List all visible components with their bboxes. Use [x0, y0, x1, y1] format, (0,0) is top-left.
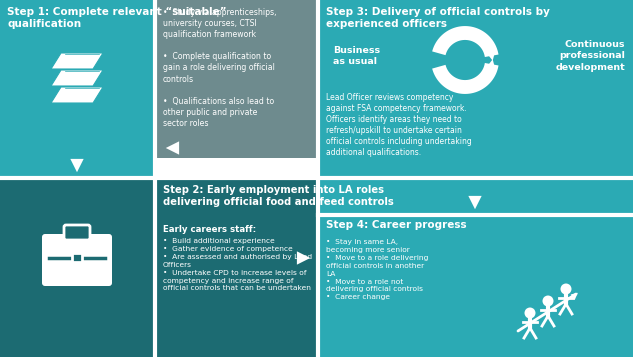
- Text: •  Study via apprenticeships,
university courses, CTSI
qualification framework

: • Study via apprenticeships, university …: [163, 8, 277, 128]
- Bar: [318, 0, 633, 357]
- Circle shape: [525, 307, 536, 318]
- Text: •  Build additional experience
•  Gather evidence of competence
•  Are assessed : • Build additional experience • Gather e…: [163, 238, 312, 291]
- Circle shape: [542, 296, 553, 307]
- Text: •  Stay in same LA,
becoming more senior
•  Move to a role delivering
official c: • Stay in same LA, becoming more senior …: [326, 239, 429, 300]
- Bar: [155, 178, 318, 357]
- FancyBboxPatch shape: [42, 234, 112, 286]
- Bar: [318, 73, 633, 215]
- Text: Step 1: Complete relevant “suitable”
qualification: Step 1: Complete relevant “suitable” qua…: [7, 7, 227, 29]
- FancyBboxPatch shape: [64, 225, 90, 240]
- Circle shape: [560, 283, 572, 295]
- Text: Step 4: Career progress: Step 4: Career progress: [326, 220, 467, 230]
- Text: Lead Officer reviews competency
against FSA competency framework.
Officers ident: Lead Officer reviews competency against …: [326, 93, 472, 157]
- Text: Early careers staff:: Early careers staff:: [163, 225, 256, 234]
- Text: Business
as usual: Business as usual: [333, 46, 380, 66]
- Text: Step 2: Early employment into LA roles
delivering official food and feed control: Step 2: Early employment into LA roles d…: [163, 185, 394, 207]
- Bar: [0, 0, 155, 178]
- Bar: [0, 178, 155, 357]
- Polygon shape: [51, 53, 103, 69]
- Polygon shape: [51, 87, 103, 103]
- Polygon shape: [51, 70, 103, 86]
- Text: Step 3: Delivery of official controls by
experienced officers: Step 3: Delivery of official controls by…: [326, 7, 550, 29]
- Bar: [318, 0, 633, 178]
- Bar: [155, 0, 318, 158]
- FancyBboxPatch shape: [72, 253, 82, 262]
- Text: Continuous
professional
development: Continuous professional development: [555, 40, 625, 72]
